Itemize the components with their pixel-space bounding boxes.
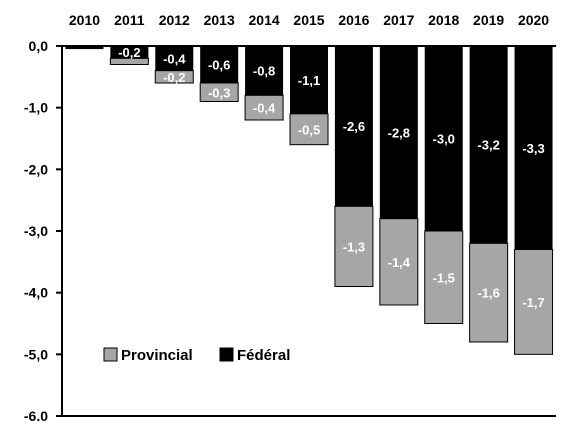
x-tick-label-2016: 2016: [338, 12, 369, 28]
bars-layer: [65, 46, 554, 355]
bar-federal-2020: [514, 46, 553, 250]
bar-provincial-2015: [289, 113, 329, 146]
data-label-federal-2013: -0,6: [208, 58, 230, 73]
y-tick-label: 0,0: [29, 38, 49, 54]
y-tick-label: -4,0: [24, 285, 48, 301]
bar-provincial-2012: [154, 70, 194, 84]
bar-federal-2010: [65, 46, 104, 50]
data-label-federal-2016: -2,6: [343, 119, 365, 134]
bar-provincial-2018: [424, 230, 464, 324]
bar-federal-2014: [245, 46, 284, 96]
legend-label-federal: Fédéral: [237, 347, 290, 364]
legend-swatch-provincial: [103, 347, 118, 362]
data-label-provincial-2013: -0,3: [208, 85, 230, 100]
x-tick-label-2010: 2010: [69, 12, 100, 28]
bar-labels-layer: -0,2 -0,4 -0,2 -0,6 -0,3 -0,8 -0,4 -1,1 -0,5 -2,6…: [118, 45, 545, 310]
data-label-provincial-2014: -0,4: [253, 101, 276, 116]
data-label-federal-2012: -0,4: [163, 51, 186, 66]
data-label-federal-2017: -2,8: [388, 125, 410, 140]
y-axis: 0,0 -1,0 -2,0 -3,0 -4,0 -5,0 -6,0: [24, 38, 63, 421]
y-tick-label: -2,0: [24, 161, 48, 177]
bar-provincial-2019: [469, 242, 509, 343]
bar-provincial-2011: [109, 57, 149, 65]
x-tick-label-2012: 2012: [159, 12, 190, 28]
legend: Provincial Fédéral: [103, 347, 290, 364]
data-label-federal-2019: -3,2: [477, 138, 499, 153]
bar-provincial-2016: [334, 205, 374, 287]
bar-federal-2017: [379, 46, 418, 219]
bar-federal-2019: [469, 46, 508, 244]
bar-federal-2018: [424, 46, 463, 231]
y-tick-label: -6,0: [24, 408, 48, 421]
x-tick-label-2015: 2015: [293, 12, 324, 28]
x-axis: 2010 2011 2012 2013 2014 2015 2016 2017 2018 2019…: [62, 12, 556, 417]
data-label-federal-2018: -3,0: [433, 132, 455, 147]
bar-provincial-2020: [514, 249, 554, 355]
data-label-provincial-2018: -1,5: [433, 270, 455, 285]
x-tick-label-2017: 2017: [383, 12, 414, 28]
bar-federal-2016: [334, 46, 373, 207]
data-label-provincial-2020: -1,7: [522, 295, 544, 310]
data-label-provincial-2016: -1,3: [343, 239, 365, 254]
bar-federal-2012: [155, 46, 194, 71]
data-label-provincial-2015: -0,5: [298, 122, 320, 137]
data-label-provincial-2019: -1,6: [477, 286, 499, 301]
x-tick-label-2018: 2018: [428, 12, 459, 28]
legend-swatch-federal: [219, 347, 234, 362]
bar-provincial-2017: [379, 218, 419, 306]
data-label-federal-2011: -0,2: [118, 45, 140, 60]
x-tick-label-2014: 2014: [249, 12, 280, 28]
data-label-federal-2014: -0,8: [253, 64, 275, 79]
data-label-federal-2015: -1,1: [298, 73, 320, 88]
bar-federal-2013: [200, 46, 239, 83]
x-tick-label-2019: 2019: [473, 12, 504, 28]
y-tick-label: -3,0: [24, 223, 48, 239]
bar-provincial-2014: [244, 94, 284, 121]
x-tick-label-2013: 2013: [204, 12, 235, 28]
y-tick-label: -1,0: [24, 100, 48, 116]
bar-federal-2015: [290, 46, 328, 114]
bar-provincial-2013: [199, 82, 239, 102]
bar-federal-2011: [110, 46, 149, 59]
data-label-federal-2020: -3,3: [522, 141, 544, 156]
data-label-provincial-2017: -1,4: [388, 255, 411, 270]
x-tick-label-2011: 2011: [114, 12, 145, 28]
legend-label-provincial: Provincial: [121, 347, 193, 364]
x-tick-label-2020: 2020: [518, 12, 549, 28]
y-tick-label: -5,0: [24, 346, 48, 362]
data-label-provincial-2012: -0,2: [163, 70, 185, 85]
